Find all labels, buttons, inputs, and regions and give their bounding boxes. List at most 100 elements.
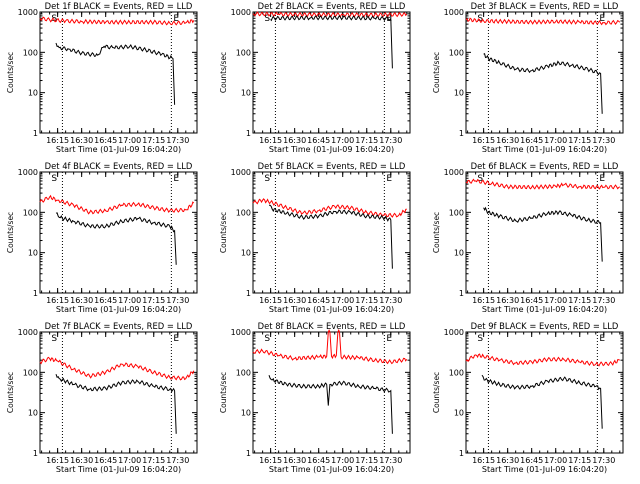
x-tick-label: 17:15 <box>355 136 378 145</box>
x-axis-label: Start Time (01-Jul-09 16:04:20) <box>482 465 607 474</box>
x-tick-label: 16:15 <box>472 456 495 465</box>
plot-frame <box>39 331 198 454</box>
x-tick-label: 16:15 <box>46 296 69 305</box>
x-tick-label: 17:15 <box>355 296 378 305</box>
y-axis-label: Counts/sec <box>6 212 15 253</box>
x-tick-label: 16:30 <box>496 456 519 465</box>
x-tick-label: 17:00 <box>118 136 141 145</box>
y-tick-label: 1 <box>33 129 38 138</box>
panel-title: Det 4f BLACK = Events, RED = LLD <box>45 161 193 171</box>
y-tick-label: 100 <box>449 208 464 217</box>
y-tick-label: 1 <box>246 449 251 458</box>
x-tick-label: 16:30 <box>70 296 93 305</box>
lld-series-line <box>465 17 621 26</box>
end-marker-label: E <box>599 334 605 344</box>
plot-frame <box>39 171 198 294</box>
panel-title: Det 3f BLACK = Events, RED = LLD <box>471 1 619 11</box>
y-tick-label: 100 <box>236 208 251 217</box>
y-tick-label: 1000 <box>231 168 251 177</box>
x-tick-label: 16:30 <box>70 136 93 145</box>
x-tick-label: 17:30 <box>592 136 615 145</box>
y-tick-label: 10 <box>28 249 38 258</box>
panel-title: Det 2f BLACK = Events, RED = LLD <box>258 1 406 11</box>
lld-series-line <box>39 194 195 215</box>
x-tick-label: 16:15 <box>46 456 69 465</box>
x-axis-label: Start Time (01-Jul-09 16:04:20) <box>269 145 394 154</box>
y-tick-label: 1 <box>246 289 251 298</box>
x-tick-label: 17:15 <box>142 136 165 145</box>
end-marker-label: E <box>599 174 605 184</box>
y-tick-label: 1000 <box>231 328 251 337</box>
events-series-line <box>55 42 176 105</box>
x-tick-label: 16:45 <box>520 456 543 465</box>
x-axis-label: Start Time (01-Jul-09 16:04:20) <box>269 305 394 314</box>
events-series-line <box>268 375 393 434</box>
x-tick-label: 16:45 <box>307 296 330 305</box>
x-tick-label: 16:15 <box>46 136 69 145</box>
y-tick-label: 10 <box>454 249 464 258</box>
x-tick-label: 17:15 <box>355 456 378 465</box>
x-tick-label: 17:00 <box>118 456 141 465</box>
x-axis-label: Start Time (01-Jul-09 16:04:20) <box>56 145 181 154</box>
x-tick-label: 17:00 <box>118 296 141 305</box>
y-axis-label: Counts/sec <box>219 52 228 93</box>
x-tick-label: 16:45 <box>520 136 543 145</box>
y-tick-label: 1 <box>33 449 38 458</box>
x-tick-label: 16:30 <box>283 136 306 145</box>
end-marker-label: E <box>386 14 392 24</box>
x-tick-label: 17:00 <box>544 136 567 145</box>
x-axis-label: Start Time (01-Jul-09 16:04:20) <box>56 305 181 314</box>
y-axis-label: Counts/sec <box>6 372 15 413</box>
detector-panel: Det 1f BLACK = Events, RED = LLD 1 10 100 10… <box>6 1 198 154</box>
x-tick-label: 17:30 <box>379 136 402 145</box>
x-tick-label: 17:30 <box>166 136 189 145</box>
plot-frame <box>252 11 411 134</box>
y-axis-label: Counts/sec <box>219 212 228 253</box>
x-tick-label: 16:15 <box>472 136 495 145</box>
x-tick-label: 17:00 <box>331 136 354 145</box>
y-axis-label: Counts/sec <box>432 372 441 413</box>
y-tick-label: 100 <box>449 368 464 377</box>
lld-series-line <box>252 198 407 218</box>
y-tick-label: 100 <box>236 368 251 377</box>
start-marker-label: S <box>51 14 57 24</box>
plot-frame <box>252 171 411 294</box>
y-tick-label: 100 <box>23 208 38 217</box>
plot-frame <box>465 331 624 454</box>
detector-panel: Det 9f BLACK = Events, RED = LLD 1 10 100 10… <box>432 321 624 474</box>
x-tick-label: 17:00 <box>544 456 567 465</box>
x-tick-label: 16:15 <box>259 456 282 465</box>
x-tick-label: 17:30 <box>592 456 615 465</box>
lld-series-line <box>39 16 195 26</box>
start-marker-label: S <box>264 14 270 24</box>
x-tick-label: 16:30 <box>283 456 306 465</box>
y-tick-label: 10 <box>241 89 251 98</box>
y-tick-label: 10 <box>241 409 251 418</box>
detector-panel: Det 4f BLACK = Events, RED = LLD 1 10 100 10… <box>6 161 198 314</box>
detector-panel: Det 6f BLACK = Events, RED = LLD 1 10 100 10… <box>432 161 624 314</box>
x-tick-label: 17:30 <box>379 456 402 465</box>
events-series-line <box>55 212 177 265</box>
x-tick-label: 16:45 <box>94 456 117 465</box>
x-tick-label: 16:30 <box>70 456 93 465</box>
y-axis-label: Counts/sec <box>6 52 15 93</box>
lld-series-line <box>465 178 621 190</box>
end-marker-label: E <box>173 334 179 344</box>
detector-panel: Det 5f BLACK = Events, RED = LLD 1 10 100 10… <box>219 161 411 314</box>
lld-series-line <box>252 328 408 365</box>
x-tick-label: 16:15 <box>472 296 495 305</box>
x-tick-label: 17:15 <box>568 456 591 465</box>
events-series-line <box>270 15 393 69</box>
y-axis-label: Counts/sec <box>219 372 228 413</box>
plot-frame <box>465 171 624 294</box>
detector-panel: Det 7f BLACK = Events, RED = LLD 1 10 100 10… <box>6 321 198 474</box>
x-tick-label: 16:30 <box>283 296 306 305</box>
x-tick-label: 17:30 <box>592 296 615 305</box>
x-tick-label: 16:45 <box>307 136 330 145</box>
y-tick-label: 1000 <box>444 168 464 177</box>
panel-title: Det 5f BLACK = Events, RED = LLD <box>258 161 406 171</box>
panel-title: Det 6f BLACK = Events, RED = LLD <box>471 161 619 171</box>
y-tick-label: 1 <box>246 129 251 138</box>
start-marker-label: S <box>477 334 483 344</box>
start-marker-label: S <box>51 334 57 344</box>
